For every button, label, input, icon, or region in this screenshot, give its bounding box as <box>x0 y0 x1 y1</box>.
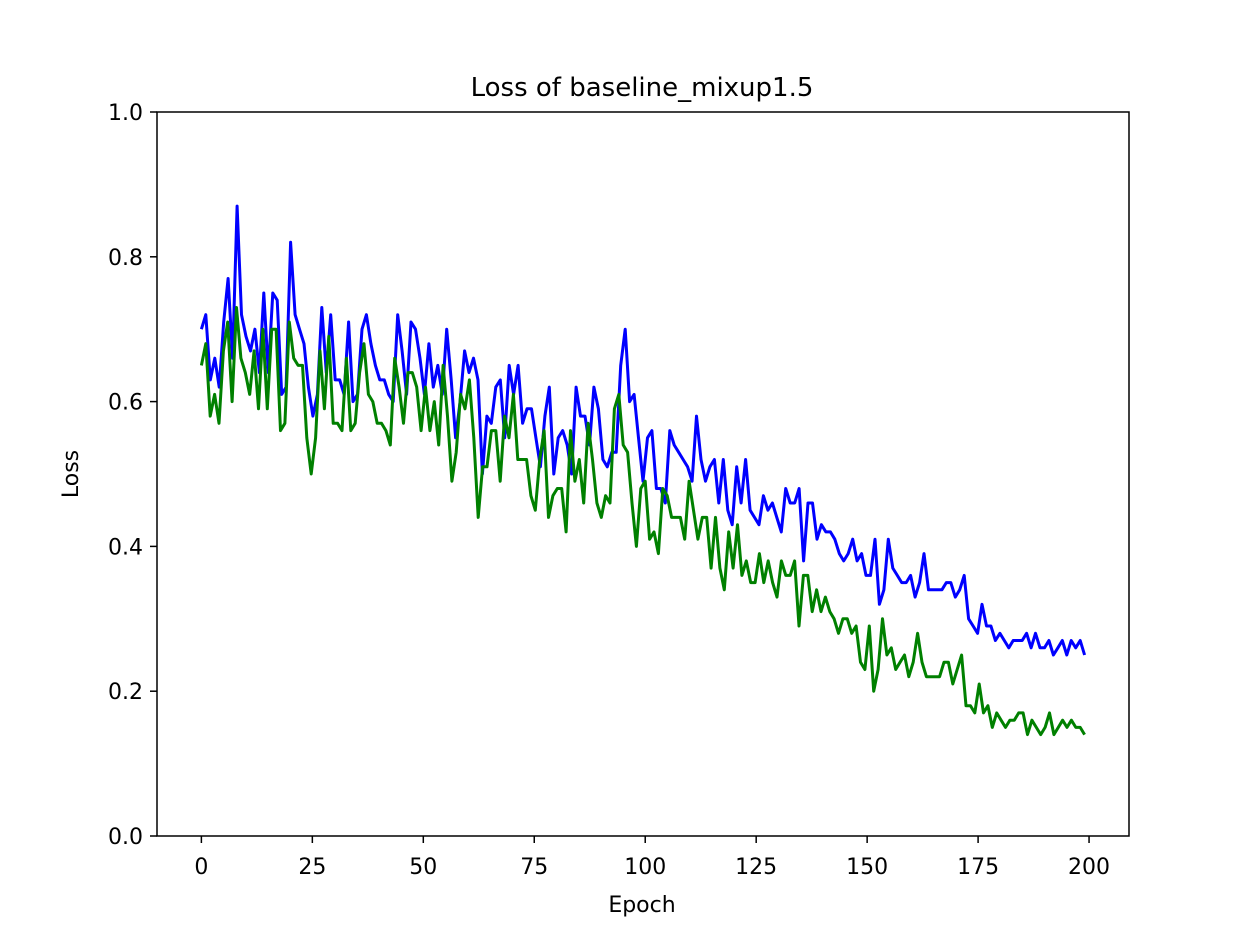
y-axis: 0.0 0.2 0.4 0.6 0.8 1.0 <box>108 101 157 850</box>
y-tick-label: 0.2 <box>108 680 143 705</box>
y-tick-label: 1.0 <box>108 101 143 126</box>
plot-frame <box>156 111 1130 837</box>
x-tick-label: 175 <box>957 855 999 880</box>
y-tick-label: 0.4 <box>108 535 143 560</box>
x-axis-label: Epoch <box>608 893 675 918</box>
x-tick-label: 0 <box>194 855 208 880</box>
x-tick-label: 25 <box>298 855 326 880</box>
x-tick-label: 100 <box>624 855 666 880</box>
x-tick-label: 50 <box>409 855 437 880</box>
series-line-0 <box>199 204 1087 657</box>
x-tick-label: 200 <box>1068 855 1110 880</box>
chart-title: Loss of baseline_mixup1.5 <box>471 73 814 103</box>
y-tick-label: 0.6 <box>108 391 143 416</box>
y-tick-label: 0.8 <box>108 246 143 271</box>
x-tick-label: 150 <box>846 855 888 880</box>
series-line-1 <box>199 306 1086 737</box>
series-layer <box>199 204 1087 737</box>
x-tick-label: 125 <box>735 855 777 880</box>
y-tick-label: 0.0 <box>108 825 143 850</box>
x-axis: 0 25 50 75 100 125 150 175 200 <box>194 836 1110 880</box>
x-tick-label: 75 <box>520 855 548 880</box>
y-axis-label: Loss <box>59 450 84 498</box>
